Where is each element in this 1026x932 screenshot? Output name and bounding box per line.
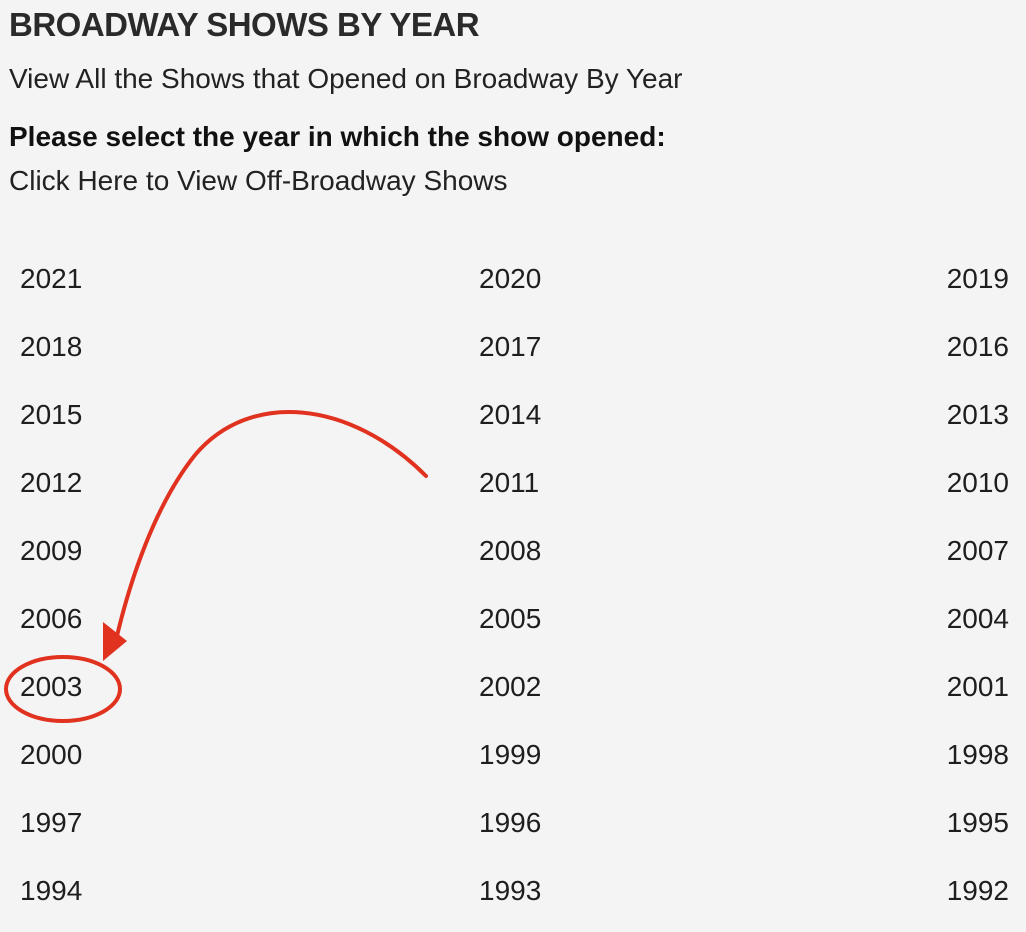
year-link[interactable]: 2017 bbox=[479, 331, 542, 362]
year-row: 2018 2017 2016 bbox=[0, 313, 1026, 381]
year-link[interactable]: 2011 bbox=[479, 467, 540, 498]
year-link[interactable]: 2006 bbox=[20, 603, 83, 634]
year-link[interactable]: 1996 bbox=[479, 807, 542, 838]
year-link[interactable]: 1997 bbox=[20, 807, 83, 838]
year-link[interactable]: 1992 bbox=[946, 875, 1009, 906]
year-link[interactable]: 2018 bbox=[20, 331, 83, 362]
year-row: 1997 1996 1995 bbox=[0, 789, 1026, 857]
year-link[interactable]: 2007 bbox=[946, 535, 1009, 566]
year-link[interactable]: 2016 bbox=[946, 331, 1009, 362]
year-link[interactable]: 2000 bbox=[20, 739, 83, 770]
year-link[interactable]: 2010 bbox=[946, 467, 1009, 498]
page-subtitle: View All the Shows that Opened on Broadw… bbox=[9, 63, 683, 94]
year-row: 2000 1999 1998 bbox=[0, 721, 1026, 789]
year-link[interactable]: 1999 bbox=[479, 739, 542, 770]
year-row: 1994 1993 1992 bbox=[0, 857, 1026, 925]
page-title: BROADWAY SHOWS BY YEAR bbox=[9, 6, 480, 43]
year-select-prompt: Please select the year in which the show… bbox=[9, 121, 666, 152]
year-link[interactable]: 2020 bbox=[479, 263, 542, 294]
year-grid: 2021 2020 2019 2018 2017 2016 2015 2014 … bbox=[0, 245, 1026, 925]
year-link[interactable]: 2019 bbox=[946, 263, 1009, 294]
year-link[interactable]: 2008 bbox=[479, 535, 542, 566]
year-link[interactable]: 2013 bbox=[946, 399, 1009, 430]
year-row: 2012 2011 2010 bbox=[0, 449, 1026, 517]
year-link[interactable]: 2015 bbox=[20, 399, 83, 430]
year-link[interactable]: 2001 bbox=[946, 671, 1009, 702]
year-row: 2021 2020 2019 bbox=[0, 245, 1026, 313]
off-broadway-link[interactable]: Click Here to View Off-Broadway Shows bbox=[9, 165, 508, 196]
year-row: 2015 2014 2013 bbox=[0, 381, 1026, 449]
year-row: 2003 2002 2001 bbox=[0, 653, 1026, 721]
year-link[interactable]: 1993 bbox=[479, 875, 542, 906]
year-row: 2006 2005 2004 bbox=[0, 585, 1026, 653]
year-link[interactable]: 2009 bbox=[20, 535, 83, 566]
year-link[interactable]: 2005 bbox=[479, 603, 542, 634]
year-row: 2009 2008 2007 bbox=[0, 517, 1026, 585]
year-link-highlighted[interactable]: 2003 bbox=[20, 671, 83, 702]
year-link[interactable]: 2012 bbox=[20, 467, 83, 498]
year-link[interactable]: 2021 bbox=[20, 263, 83, 294]
year-link[interactable]: 2014 bbox=[479, 399, 542, 430]
year-link[interactable]: 2002 bbox=[479, 671, 542, 702]
year-link[interactable]: 1994 bbox=[20, 875, 83, 906]
year-link[interactable]: 1995 bbox=[946, 807, 1009, 838]
year-link[interactable]: 1998 bbox=[946, 739, 1009, 770]
year-link[interactable]: 2004 bbox=[946, 603, 1009, 634]
